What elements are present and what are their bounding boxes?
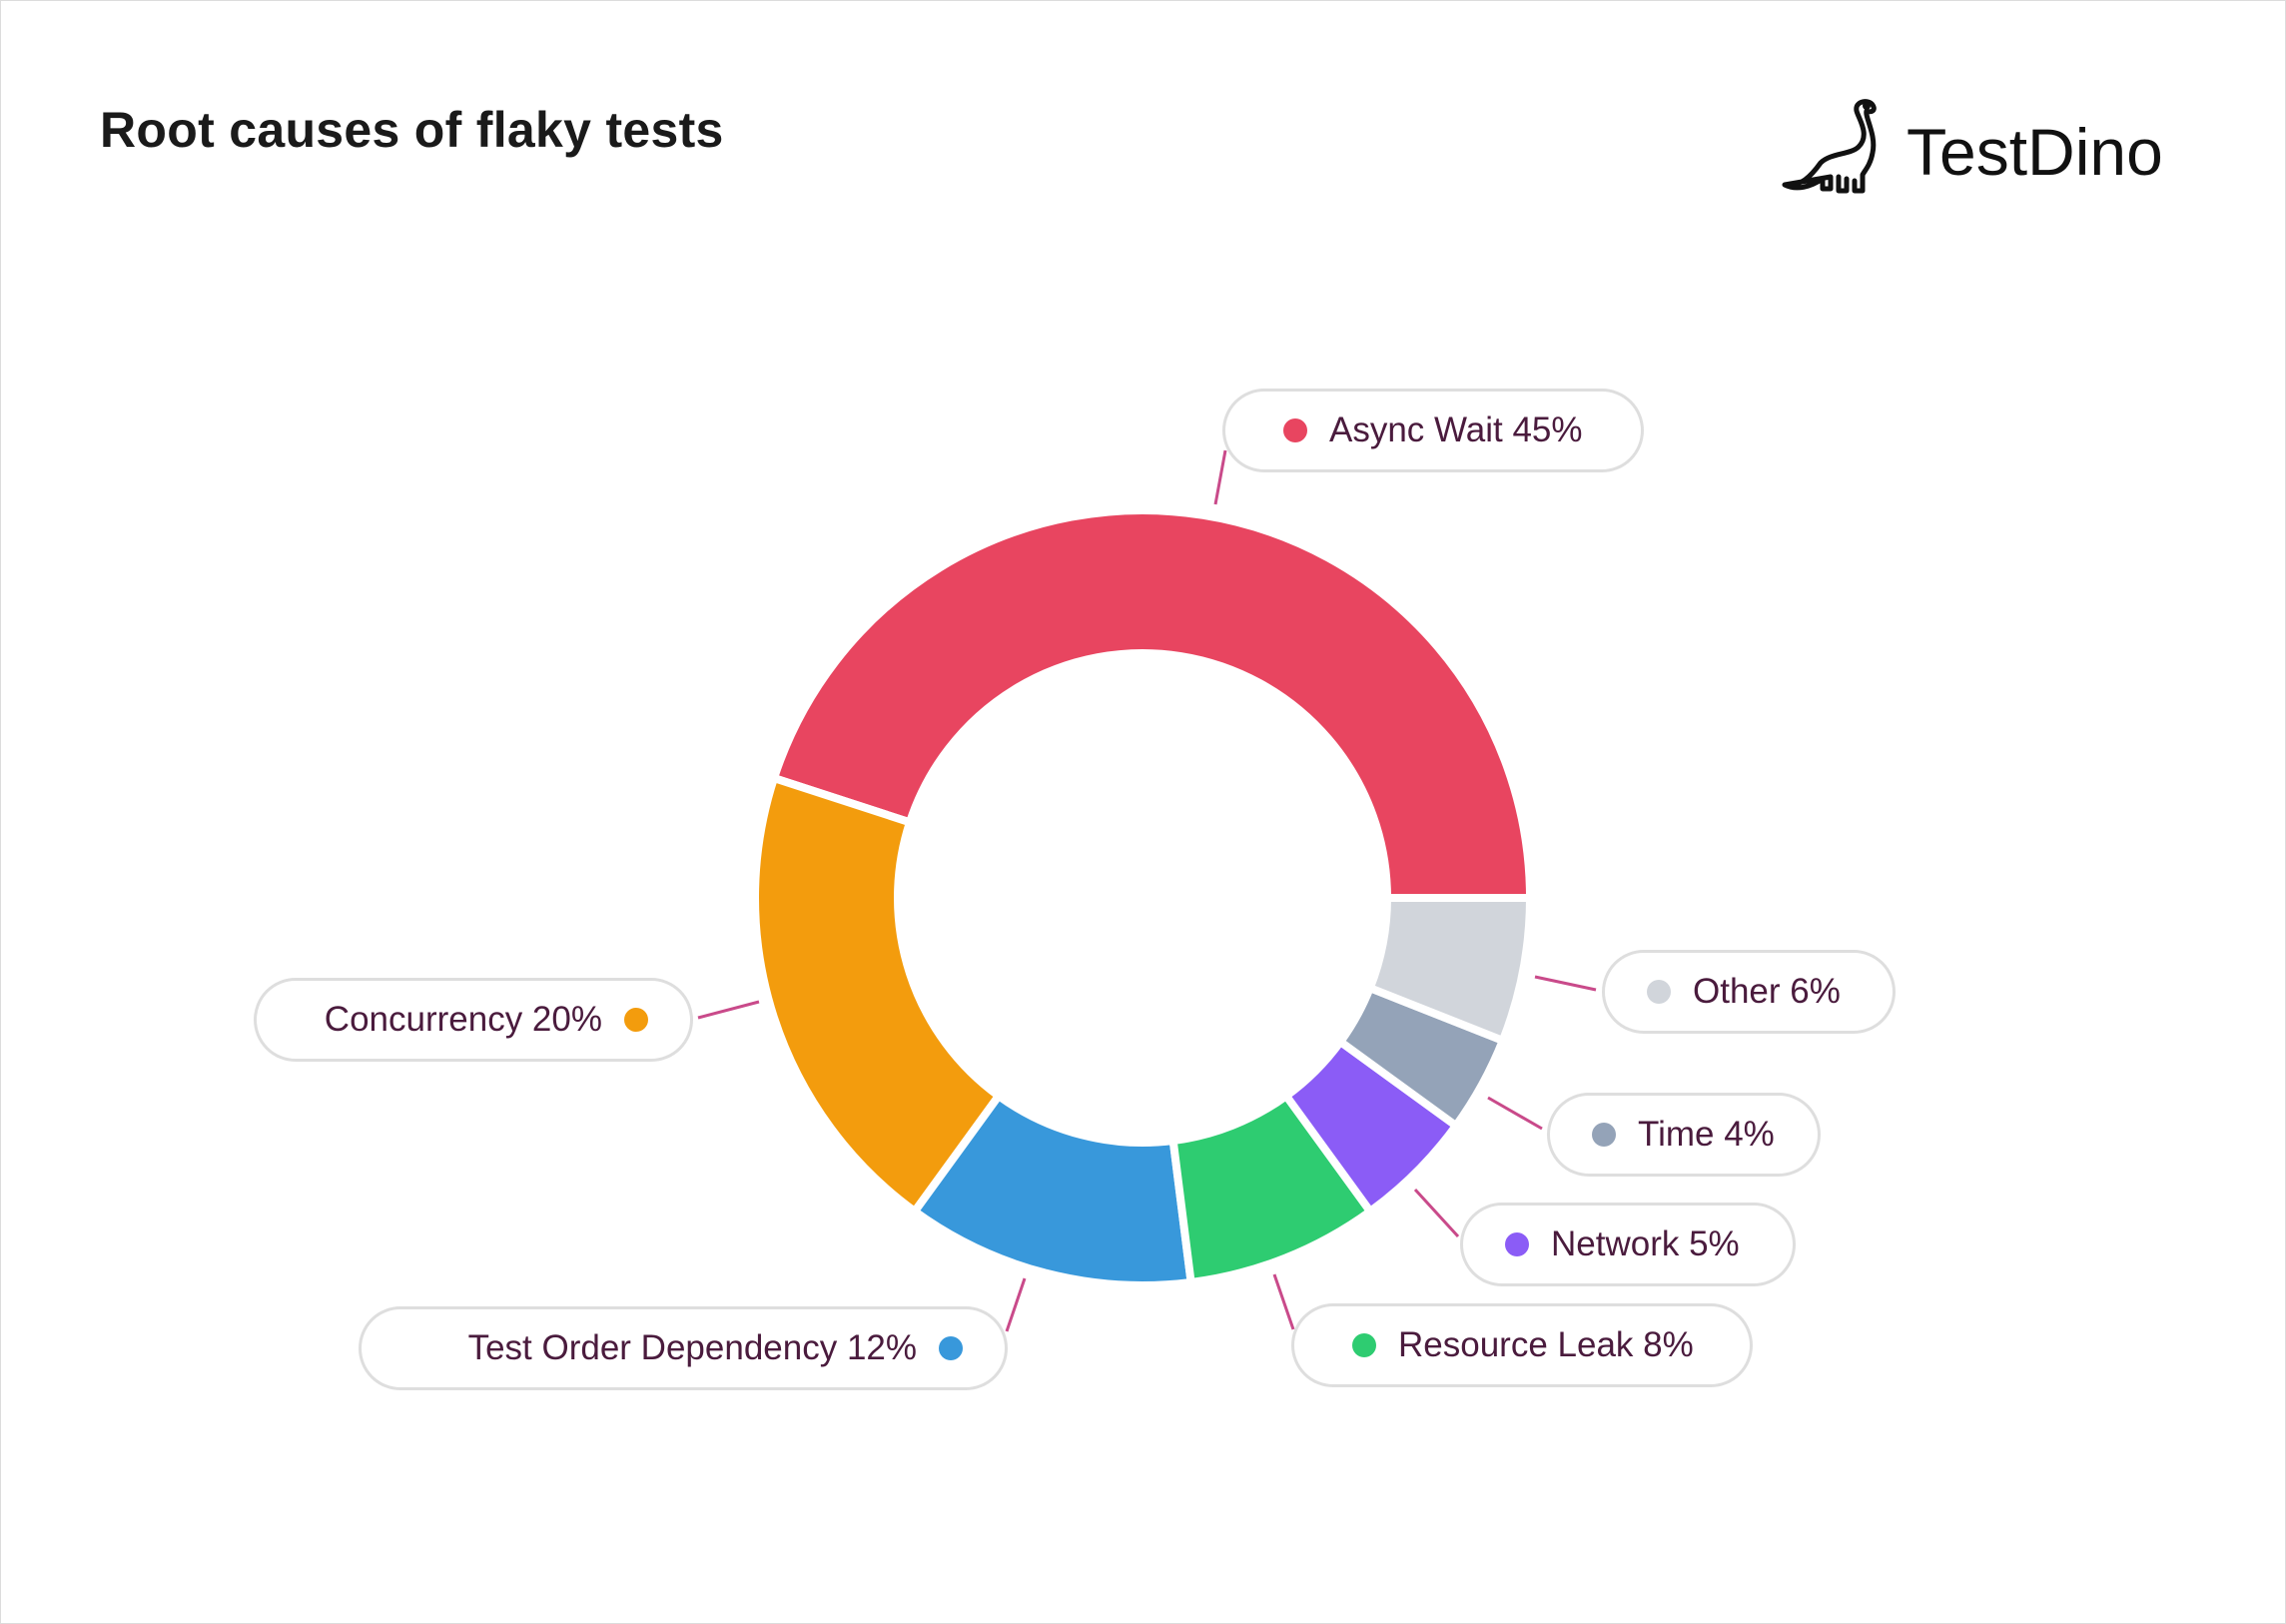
leader-line-concurrency [697,1000,760,1020]
leader-line-time [1487,1096,1543,1131]
legend-dot [1352,1333,1376,1357]
legend-label-async-wait: Async Wait 45% [1222,389,1644,472]
leader-line-other [1534,975,1597,992]
legend-dot [1505,1232,1529,1256]
testdino-logo: TestDino [1781,97,2163,197]
legend-dot [939,1336,963,1360]
legend-dot [624,1008,648,1032]
leader-line-test-order-dependency [1005,1277,1027,1332]
donut-slice-other [1364,894,1535,1047]
legend-dot [1283,418,1307,442]
legend-label-time: Time 4% [1547,1093,1821,1177]
logo-text: TestDino [1906,115,2163,189]
legend-label-other: Other 6% [1602,950,1896,1034]
leader-line-network [1413,1188,1460,1238]
legend-label-network: Network 5% [1460,1203,1796,1286]
chart-title: Root causes of flaky tests [100,102,724,158]
legend-label-concurrency: Concurrency 20% [254,978,693,1062]
leader-line-async-wait [1213,449,1227,505]
donut-slice-async-wait [768,506,1535,902]
leader-line-resource-leak [1272,1273,1295,1330]
legend-dot [1592,1123,1616,1147]
dinosaur-icon [1782,99,1877,194]
legend-dot [1647,980,1671,1004]
donut-slice-concurrency [751,773,1005,1218]
legend-label-resource-leak: Resource Leak 8% [1291,1303,1753,1387]
legend-label-test-order-dependency: Test Order Dependency 12% [359,1306,1008,1390]
